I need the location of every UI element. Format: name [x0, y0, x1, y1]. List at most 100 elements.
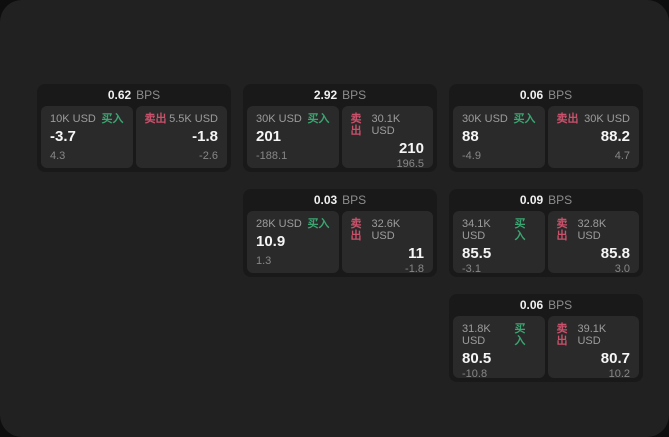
buy-panel-top: 31.8K USD 买入 [462, 323, 536, 347]
sell-panel[interactable]: 卖出 32.6K USD 11 -1.8 [341, 211, 433, 275]
bps-unit-label: BPS [548, 193, 573, 207]
sell-sub-value: 3.0 [614, 263, 630, 275]
panels: 34.1K USD 买入 85.5 -3.1 卖出 32.8K USD 85.8… [453, 211, 639, 275]
sell-panel[interactable]: 卖出 30K USD 88.2 4.7 [547, 106, 639, 168]
sell-price: 80.7 [600, 350, 630, 367]
buy-sub-value: -10.8 [462, 368, 488, 380]
buy-sub-value: 4.3 [50, 150, 66, 162]
sell-panel-top: 卖出 5.5K USD [145, 113, 219, 125]
quote-card: 0.03 BPS 28K USD 买入 10.9 1.3 卖出 32.6K US… [243, 189, 437, 277]
bps-unit-label: BPS [342, 193, 367, 207]
buy-panel-top: 30K USD 买入 [256, 113, 330, 125]
buy-sub-value: -188.1 [256, 150, 288, 162]
buy-sub-value: -4.9 [462, 150, 481, 162]
buy-price: 88 [462, 128, 479, 145]
panels: 30K USD 买入 201 -188.1 卖出 30.1K USD 210 1… [247, 106, 433, 170]
buy-panel[interactable]: 31.8K USD 买入 80.5 -10.8 [453, 316, 545, 380]
buy-amount: 30K USD [462, 113, 508, 125]
bps-value: 0.06 [519, 88, 544, 102]
bps-header: 0.09 BPS [453, 189, 639, 211]
buy-panel-top: 10K USD 买入 [50, 113, 124, 125]
sell-amount: 30K USD [584, 113, 630, 125]
sell-amount: 32.6K USD [371, 218, 401, 242]
bps-header: 0.62 BPS [41, 84, 227, 106]
quote-card: 0.62 BPS 10K USD 买入 -3.7 4.3 卖出 5.5K USD [37, 84, 231, 172]
sell-panel-top: 卖出 30K USD [557, 113, 631, 125]
buy-panel[interactable]: 10K USD 买入 -3.7 4.3 [41, 106, 133, 168]
panels: 30K USD 买入 88 -4.9 卖出 30K USD 88.2 4.7 [453, 106, 639, 168]
buy-panel[interactable]: 30K USD 买入 88 -4.9 [453, 106, 545, 168]
sell-sub-value: 4.7 [614, 150, 630, 162]
sell-amount: 39.1K USD [577, 323, 607, 347]
sell-amount: 30.1K USD [371, 113, 401, 137]
sell-tag: 卖出 [556, 323, 568, 347]
buy-tag: 买入 [101, 113, 124, 125]
bps-unit-label: BPS [548, 88, 573, 102]
bps-value: 0.09 [519, 193, 544, 207]
bps-value: 0.03 [313, 193, 338, 207]
sell-panel-top: 卖出 30.1K USD [351, 113, 425, 137]
panels: 10K USD 买入 -3.7 4.3 卖出 5.5K USD -1.8 -2.… [41, 106, 227, 168]
quote-card: 0.06 BPS 30K USD 买入 88 -4.9 卖出 30K USD [449, 84, 643, 172]
buy-panel[interactable]: 30K USD 买入 201 -188.1 [247, 106, 339, 168]
quote-card-grid: 0.62 BPS 10K USD 买入 -3.7 4.3 卖出 5.5K USD [37, 84, 643, 382]
buy-sub-value: 1.3 [256, 255, 272, 267]
sell-tag: 卖出 [556, 113, 579, 125]
sell-tag: 卖出 [350, 113, 362, 137]
buy-panel[interactable]: 34.1K USD 买入 85.5 -3.1 [453, 211, 545, 275]
sell-sub-value: 196.5 [396, 158, 424, 170]
buy-price: 80.5 [462, 350, 492, 367]
bps-header: 0.06 BPS [453, 84, 639, 106]
sell-tag: 卖出 [350, 218, 362, 242]
buy-price: 85.5 [462, 245, 492, 262]
sell-sub-value: -1.8 [405, 263, 424, 275]
buy-sub-value: -3.1 [462, 263, 481, 275]
bps-unit-label: BPS [342, 88, 367, 102]
sell-sub-value: 10.2 [608, 368, 630, 380]
sell-tag: 卖出 [556, 218, 568, 242]
buy-tag: 买入 [513, 113, 536, 125]
sell-panel-top: 卖出 39.1K USD [557, 323, 631, 347]
sell-panel[interactable]: 卖出 30.1K USD 210 196.5 [341, 106, 433, 170]
buy-amount: 30K USD [256, 113, 302, 125]
bps-header: 0.06 BPS [453, 294, 639, 316]
buy-tag: 买入 [307, 218, 330, 230]
bps-value: 0.62 [107, 88, 132, 102]
buy-price: -3.7 [50, 128, 76, 145]
bps-value: 0.06 [519, 298, 544, 312]
sell-sub-value: -2.6 [199, 150, 218, 162]
buy-amount: 34.1K USD [462, 218, 491, 242]
buy-panel-top: 28K USD 买入 [256, 218, 330, 230]
sell-panel[interactable]: 卖出 39.1K USD 80.7 10.2 [547, 316, 639, 380]
buy-amount: 28K USD [256, 218, 302, 230]
buy-price: 10.9 [256, 233, 286, 250]
buy-panel-top: 30K USD 买入 [462, 113, 536, 125]
sell-price: -1.8 [192, 128, 218, 145]
sell-panel-top: 卖出 32.8K USD [557, 218, 631, 242]
bps-value: 2.92 [313, 88, 338, 102]
quote-card: 0.06 BPS 31.8K USD 买入 80.5 -10.8 卖出 39.1… [449, 294, 643, 382]
buy-amount: 31.8K USD [462, 323, 491, 347]
sell-amount: 32.8K USD [577, 218, 607, 242]
sell-price: 88.2 [600, 128, 630, 145]
sell-price: 11 [408, 245, 424, 262]
buy-panel[interactable]: 28K USD 买入 10.9 1.3 [247, 211, 339, 273]
bps-unit-label: BPS [548, 298, 573, 312]
quote-card: 2.92 BPS 30K USD 买入 201 -188.1 卖出 30.1K … [243, 84, 437, 172]
buy-amount: 10K USD [50, 113, 96, 125]
sell-panel-top: 卖出 32.6K USD [351, 218, 425, 242]
sell-panel[interactable]: 卖出 5.5K USD -1.8 -2.6 [135, 106, 227, 168]
buy-price: 201 [256, 128, 282, 145]
bps-unit-label: BPS [136, 88, 161, 102]
buy-tag: 买入 [307, 113, 330, 125]
sell-panel[interactable]: 卖出 32.8K USD 85.8 3.0 [547, 211, 639, 275]
panels: 31.8K USD 买入 80.5 -10.8 卖出 39.1K USD 80.… [453, 316, 639, 380]
sell-price: 85.8 [600, 245, 630, 262]
quote-card: 0.09 BPS 34.1K USD 买入 85.5 -3.1 卖出 32.8K… [449, 189, 643, 277]
bps-header: 2.92 BPS [247, 84, 433, 106]
panels: 28K USD 买入 10.9 1.3 卖出 32.6K USD 11 -1.8 [247, 211, 433, 275]
buy-tag: 买入 [514, 323, 526, 347]
bps-header: 0.03 BPS [247, 189, 433, 211]
sell-tag: 卖出 [144, 113, 167, 125]
